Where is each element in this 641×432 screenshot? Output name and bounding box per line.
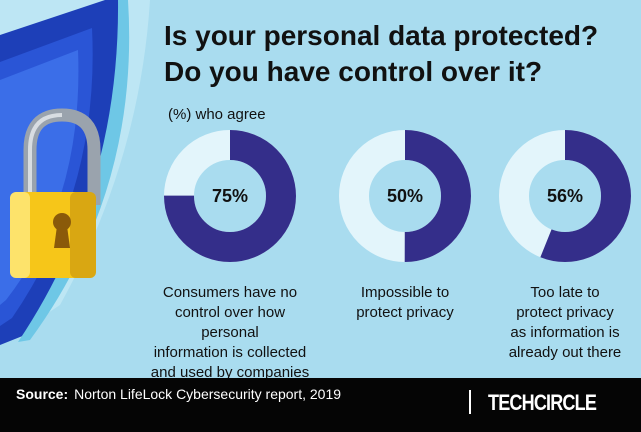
- title-line-1: Is your personal data protected?: [164, 20, 599, 51]
- caption-3-line-4: already out there: [508, 344, 622, 361]
- brand-logo: TECHCIRCLE: [488, 390, 597, 415]
- caption-2-line-1: Impossible to: [360, 284, 450, 301]
- footer-bar: Source: Norton LifeLock Cybersecurity rep…: [0, 378, 641, 432]
- chart-title: Is your personal data protected? Do you …: [164, 18, 634, 90]
- donut-chart-3: 56%: [498, 129, 632, 263]
- caption-3-line-3: as information is: [510, 324, 620, 341]
- shield-icon: [0, 0, 150, 345]
- donut-caption-2: Impossible to protect privacy: [335, 283, 475, 323]
- source-label: Source:: [16, 386, 69, 402]
- title-line-2: Do you have control over it?: [164, 56, 543, 87]
- donut-chart-1: 75%: [163, 129, 297, 263]
- source-note: Source: Norton LifeLock Cybersecurity rep…: [16, 386, 341, 402]
- donut-svg-2: [339, 130, 471, 262]
- caption-3-line-2: protect privacy: [516, 304, 614, 321]
- donut-caption-3: Too late to protect privacy as informati…: [494, 283, 636, 363]
- caption-3-line-1: Too late to: [530, 284, 600, 301]
- caption-1-line-1: Consumers have no: [162, 284, 298, 301]
- source-text: Norton LifeLock Cybersecurity report, 20…: [74, 386, 342, 402]
- donut-chart-2: 50%: [338, 129, 472, 263]
- donut-slice-3: [499, 130, 631, 262]
- donut-caption-1: Consumers have no control over how perso…: [148, 283, 312, 383]
- caption-1-line-2: control over how personal: [174, 304, 286, 341]
- donut-svg-1: [164, 130, 296, 262]
- footer-divider: [469, 390, 471, 414]
- padlock-icon: [10, 108, 101, 278]
- donut-svg-3: [499, 130, 631, 262]
- chart-subtitle: (%) who agree: [168, 106, 266, 123]
- caption-2-line-2: protect privacy: [356, 304, 454, 321]
- caption-1-line-4: and used by companies: [150, 364, 310, 381]
- caption-1-line-3: information is collected: [153, 344, 307, 361]
- donut-slice-1: [164, 130, 296, 262]
- donut-slice-2: [339, 130, 471, 262]
